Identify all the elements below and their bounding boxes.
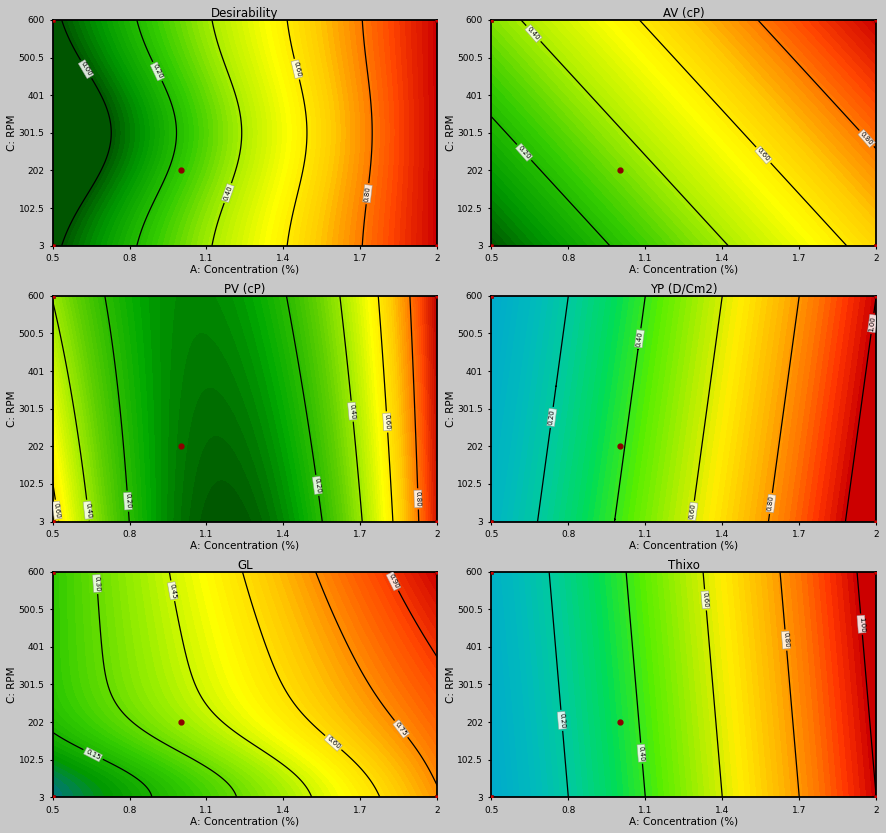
Text: 0.30: 0.30 [93,576,100,591]
Text: 0.80: 0.80 [767,495,775,511]
Text: 0.60: 0.60 [53,502,61,518]
Text: 0.40: 0.40 [348,403,356,419]
Text: 0.60: 0.60 [756,147,771,163]
Y-axis label: C: RPM: C: RPM [446,666,455,703]
Text: 0.60: 0.60 [292,61,301,77]
Text: 0.80: 0.80 [782,632,789,648]
Text: 0.60: 0.60 [384,414,391,430]
Text: 0.00: 0.00 [80,61,93,77]
Title: AV (cP): AV (cP) [663,7,704,20]
Text: 0.60: 0.60 [689,503,697,520]
Text: 0.20: 0.20 [314,477,322,493]
Y-axis label: C: RPM: C: RPM [7,115,17,151]
Text: 0.20: 0.20 [548,409,556,426]
Text: 1.00: 1.00 [858,616,865,632]
Text: 0.40: 0.40 [526,26,540,42]
Title: GL: GL [237,559,253,571]
Y-axis label: C: RPM: C: RPM [446,391,455,426]
Title: Thixo: Thixo [668,559,700,571]
Text: 0.40: 0.40 [638,746,645,761]
Text: 0.80: 0.80 [415,491,421,506]
Text: 0.75: 0.75 [394,721,408,737]
Text: 0.40: 0.40 [222,185,233,202]
Y-axis label: C: RPM: C: RPM [7,666,17,703]
Text: 0.80: 0.80 [363,186,371,202]
Text: 0.20: 0.20 [517,144,532,160]
Text: 0.40: 0.40 [635,331,643,347]
Text: 0.20: 0.20 [152,63,163,80]
X-axis label: A: Concentration (%): A: Concentration (%) [190,541,299,551]
Title: YP (D/Cm2): YP (D/Cm2) [650,282,718,296]
Text: 0.45: 0.45 [168,582,177,599]
Y-axis label: C: RPM: C: RPM [446,115,455,151]
X-axis label: A: Concentration (%): A: Concentration (%) [629,816,738,826]
X-axis label: A: Concentration (%): A: Concentration (%) [629,264,738,274]
X-axis label: A: Concentration (%): A: Concentration (%) [629,541,738,551]
X-axis label: A: Concentration (%): A: Concentration (%) [190,816,299,826]
Text: 0.60: 0.60 [702,591,709,608]
Text: 0.60: 0.60 [325,736,341,751]
Text: 0.20: 0.20 [558,712,565,728]
Y-axis label: C: RPM: C: RPM [7,391,17,426]
X-axis label: A: Concentration (%): A: Concentration (%) [190,264,299,274]
Text: 0.20: 0.20 [124,493,131,509]
Text: 0.40: 0.40 [84,502,92,518]
Text: 0.80: 0.80 [859,131,874,147]
Text: 0.90: 0.90 [387,573,400,590]
Text: 1.00: 1.00 [868,315,876,332]
Title: Desirability: Desirability [211,7,279,20]
Title: PV (cP): PV (cP) [224,282,266,296]
Text: 0.15: 0.15 [85,748,101,761]
